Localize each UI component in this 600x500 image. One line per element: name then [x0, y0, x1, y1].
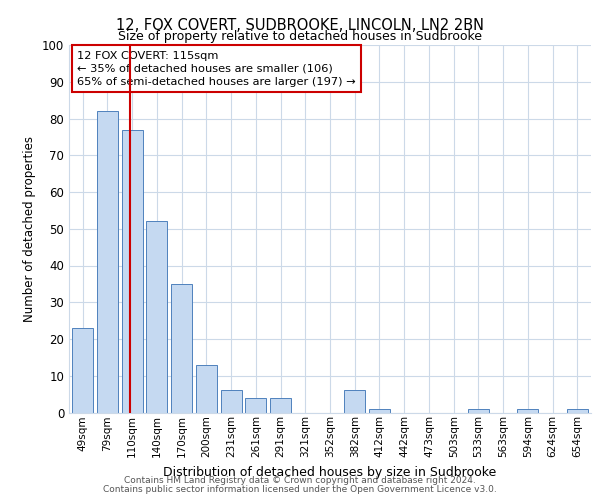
Bar: [196, 364, 217, 412]
Bar: [344, 390, 365, 412]
Text: Size of property relative to detached houses in Sudbrooke: Size of property relative to detached ho…: [118, 30, 482, 43]
Bar: [468, 409, 489, 412]
Bar: [245, 398, 266, 412]
Text: 12, FOX COVERT, SUDBROOKE, LINCOLN, LN2 2BN: 12, FOX COVERT, SUDBROOKE, LINCOLN, LN2 …: [116, 18, 484, 32]
Y-axis label: Number of detached properties: Number of detached properties: [23, 136, 37, 322]
Bar: [221, 390, 242, 412]
Bar: [567, 409, 588, 412]
Bar: [122, 130, 143, 412]
X-axis label: Distribution of detached houses by size in Sudbrooke: Distribution of detached houses by size …: [163, 466, 497, 478]
Bar: [171, 284, 192, 412]
Text: Contains HM Land Registry data © Crown copyright and database right 2024.: Contains HM Land Registry data © Crown c…: [124, 476, 476, 485]
Text: 12 FOX COVERT: 115sqm
← 35% of detached houses are smaller (106)
65% of semi-det: 12 FOX COVERT: 115sqm ← 35% of detached …: [77, 50, 355, 87]
Bar: [97, 111, 118, 412]
Bar: [146, 222, 167, 412]
Bar: [270, 398, 291, 412]
Bar: [369, 409, 390, 412]
Bar: [517, 409, 538, 412]
Text: Contains public sector information licensed under the Open Government Licence v3: Contains public sector information licen…: [103, 485, 497, 494]
Bar: [72, 328, 93, 412]
